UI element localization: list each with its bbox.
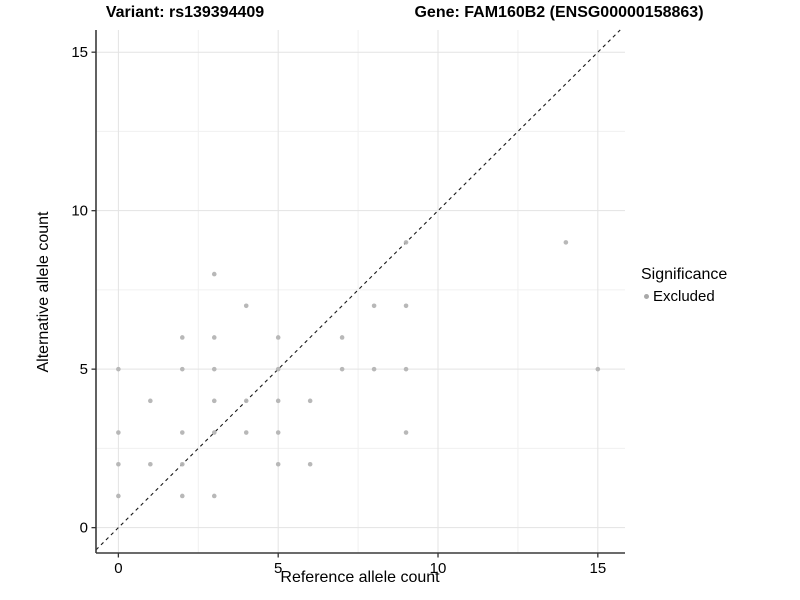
x-axis-label: Reference allele count: [280, 569, 440, 586]
data-point: [371, 303, 377, 309]
data-point: [211, 271, 217, 277]
plot-title-variant: Variant: rs139394409: [105, 4, 265, 21]
legend: Significance Excluded: [641, 266, 727, 305]
data-point: [307, 398, 313, 404]
data-point: [307, 461, 313, 467]
data-point: [116, 430, 121, 435]
data-point: [243, 303, 249, 309]
legend-item-excluded: Excluded: [641, 288, 727, 305]
data-point: [403, 366, 409, 372]
data-point: [116, 366, 121, 372]
data-point: [403, 240, 409, 245]
data-point: [275, 461, 281, 467]
y-tick-label: 5: [80, 361, 88, 378]
data-point: [275, 430, 281, 435]
plot-title-gene: Gene: FAM160B2 (ENSG00000158863): [414, 4, 704, 21]
x-tick-label: 15: [589, 560, 606, 577]
data-point: [180, 430, 185, 435]
data-point: [211, 430, 217, 435]
data-point: [180, 366, 185, 372]
data-point: [563, 240, 569, 245]
data-point: [275, 398, 281, 404]
data-point: [211, 366, 217, 372]
data-point: [180, 461, 185, 467]
data-point: [148, 461, 153, 467]
data-point: [339, 366, 345, 372]
data-point: [403, 303, 409, 309]
data-point: [116, 493, 121, 499]
data-point: [180, 335, 185, 340]
data-point: [275, 335, 281, 340]
data-point: [180, 493, 185, 499]
data-point: [243, 430, 249, 435]
x-tick-label: 10: [430, 560, 447, 577]
data-point: [339, 335, 345, 340]
data-point: [148, 398, 153, 404]
y-tick-label: 15: [71, 44, 88, 61]
x-tick-label: 5: [274, 560, 282, 577]
y-axis-label: Alternative allele count: [35, 211, 52, 373]
data-point: [275, 366, 281, 372]
data-point: [116, 461, 121, 467]
data-point: [595, 366, 601, 372]
y-tick-label: 0: [80, 520, 88, 537]
data-point: [403, 430, 409, 435]
data-point: [211, 398, 217, 404]
y-tick-label: 10: [71, 203, 88, 220]
legend-item-label: Excluded: [653, 288, 715, 305]
legend-title: Significance: [641, 266, 728, 283]
data-point: [211, 493, 217, 499]
legend-point-icon: [644, 294, 649, 299]
data-point: [211, 335, 217, 340]
data-point: [243, 398, 249, 404]
data-point: [371, 366, 377, 372]
x-tick-label: 0: [114, 560, 122, 577]
